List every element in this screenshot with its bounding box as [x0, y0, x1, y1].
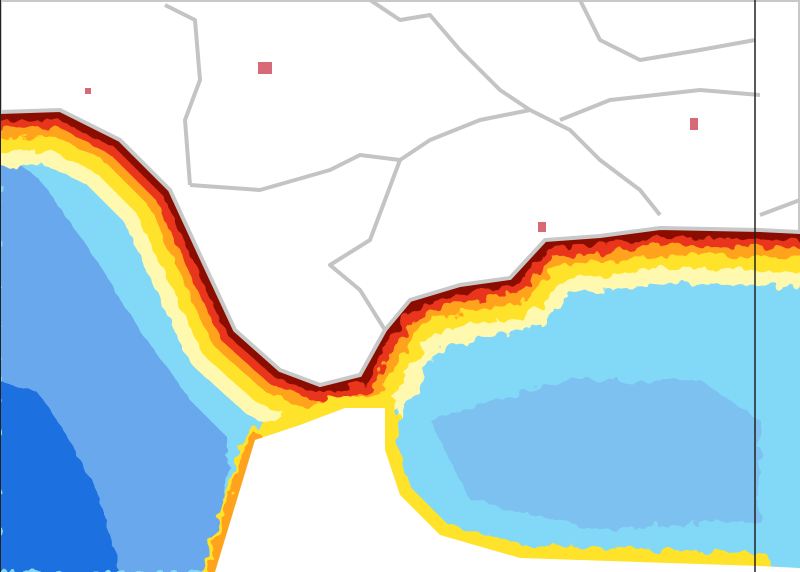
borders — [164, 0, 800, 332]
city-spots — [85, 62, 698, 232]
border — [189, 108, 662, 217]
border — [578, 0, 756, 62]
band-africa-orange — [207, 432, 263, 572]
city-spot — [690, 118, 698, 130]
border — [328, 159, 402, 332]
city-spot — [258, 62, 272, 74]
border — [559, 88, 761, 122]
city-spot — [85, 88, 91, 94]
border — [368, 0, 532, 112]
sea-darkest — [0, 380, 120, 572]
land-africa — [215, 408, 800, 572]
border — [164, 3, 202, 186]
sea-mid — [430, 380, 760, 530]
border — [759, 198, 800, 217]
city-spot — [538, 222, 546, 232]
